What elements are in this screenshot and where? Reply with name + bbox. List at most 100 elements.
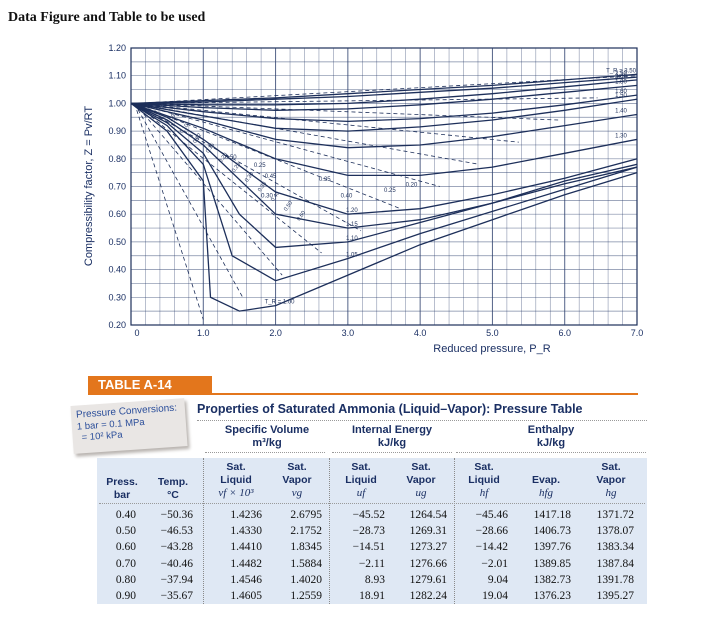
col-head-hf: Sat. Liquid hf [457,461,511,500]
reduced-volume-label: 0.35 [257,181,268,193]
table-cell: −40.46 [160,557,193,570]
col-head-sym: vg [291,487,303,499]
col-head-label: Sat. [351,461,371,473]
reduced-volume-label: 0.50 [283,200,294,212]
table-cell: 1376.23 [533,590,571,602]
group-internal-energy-unit: kJ/kg [377,437,407,449]
reduced-volume-line [134,103,480,165]
reduced-volume-label: 0.60 [296,210,307,222]
isotherm-label: 1.40 [615,108,627,114]
isotherm-series-line [130,94,638,123]
reduced-volume-label: 0.09 [166,113,177,125]
table-title: Properties of Saturated Ammonia (Liquid–… [197,402,583,416]
col-head-vf: Sat. Liquid vf × 10³ [207,461,265,500]
isotherm-label: 1.80 [615,79,627,85]
x-tick-label: 5.0 [486,328,499,338]
table-cell: 1.4330 [230,525,262,538]
table-cell: 1269.31 [409,525,447,538]
reduced-volume-line [134,103,440,187]
isotherm-series-line [130,79,638,106]
y-tick-label: 1.20 [108,43,126,53]
isotherm-series-line [130,102,638,149]
col-head-uf: Sat. Liquid uf [333,461,389,500]
table-cell: 0.80 [115,573,136,586]
table-cell: 1273.27 [409,541,447,554]
column-separator [329,458,330,604]
reduced-volume-label: 0.12 [192,132,203,144]
isotherm-series-line [130,102,638,282]
group-enthalpy: Enthalpy kJ/kg [456,424,646,450]
table-cell: 18.91 [359,590,385,602]
reduced-volume-chart-label: 0.35 [319,177,331,183]
reduced-volume-line [134,97,598,104]
y-tick-label: 0.70 [108,182,126,192]
col-head-sym: hg [605,487,617,499]
group-specific-volume: Specific Volume m³/kg [205,424,329,450]
isotherm-series-line [130,102,638,215]
x-tick-label: 6.0 [558,328,571,338]
isotherm-label: 1.20 [346,208,358,214]
chart-labels: 0 1.0 2.0 3.0 4.0 5.0 6.0 7.00.200.300.400.500.… [108,43,643,338]
table-cell: −2.11 [358,557,385,570]
table-cell: 1397.76 [533,541,571,554]
group-divider-sv [205,452,325,453]
table-badge: TABLE A-14 [88,376,212,394]
table-cell: 1383.34 [596,541,634,554]
table-cell: 1387.84 [596,557,634,570]
reduced-volume-line [134,103,283,276]
reduced-volume-chart-label: 0.30 [261,194,273,200]
col-head-label2: Liquid [345,474,377,486]
group-specific-volume-name: Specific Volume [224,424,310,436]
table-cell: −2.01 [481,557,508,570]
reduced-volume-line [134,103,559,121]
x-tick-label: 3.0 [342,328,355,338]
table-cell: 0.60 [115,541,136,554]
pressure-conversion-note: Pressure Conversions: 1 bar = 0.1 MPa = … [70,398,188,454]
col-head-label: Sat. [474,461,494,473]
isotherm-label: 1.30 [615,133,627,139]
reduced-volume-line [134,103,322,254]
col-head-label: Sat. [226,461,246,473]
isotherm-label: T_R = 1.00 [265,300,296,306]
y-tick-label: 0.90 [108,126,126,136]
x-tick-label: 1.0 [197,328,210,338]
isotherm-label: 1.60 [615,89,627,95]
isotherm-series-line [130,102,638,312]
group-enthalpy-unit: kJ/kg [536,437,566,449]
page-title: Data Figure and Table to be used [8,10,206,25]
isotherm-label: 1.05 [346,253,358,259]
x-tick-label: 7.0 [631,328,644,338]
chart-grid [130,47,638,326]
reduced-volume-line [134,103,362,232]
table-cell: −28.66 [475,525,508,538]
isotherm-series-line [130,98,638,132]
table-cell: 1.4236 [230,509,262,521]
table-cell: 9.04 [487,573,508,586]
y-axis-title: Compressibility factor, Z = Pv/RT [83,106,95,267]
reduced-volume-line [134,103,204,320]
col-head-hg: Sat. Vapor hg [582,461,640,500]
reduced-volume-label: 0.20 [218,152,229,164]
table-cell: 1406.73 [533,525,571,538]
reduced-volume-label: 0.30 [244,171,255,183]
col-head-press: Press. bar [99,476,145,502]
isotherm-series-line [130,84,638,111]
table-cell: 19.04 [482,590,508,602]
reduced-volume-chart-label: 0.45 [265,174,277,180]
isotherm-label: 1.10 [346,236,358,242]
col-head-label: Evap. [531,474,560,486]
col-head-sym: vf × 10³ [218,487,254,499]
column-separator [203,458,204,604]
table-cell: 1.4605 [230,590,262,602]
table-cell: 1.8345 [290,541,322,554]
col-head-vg: Sat. Vapor vg [268,461,326,500]
table-cell: −14.51 [352,541,385,554]
col-head-hfg: Evap. hfg [515,474,577,500]
table-cell: 1417.18 [533,509,571,521]
group-internal-energy: Internal Energy kJ/kg [332,424,452,450]
table-cell: 1.4020 [290,573,322,586]
reduced-volume-label: 0.40 [270,191,281,203]
table-cell: −35.67 [160,590,193,602]
table-cell: −45.46 [475,509,508,521]
y-tick-label: 0.80 [108,154,126,164]
